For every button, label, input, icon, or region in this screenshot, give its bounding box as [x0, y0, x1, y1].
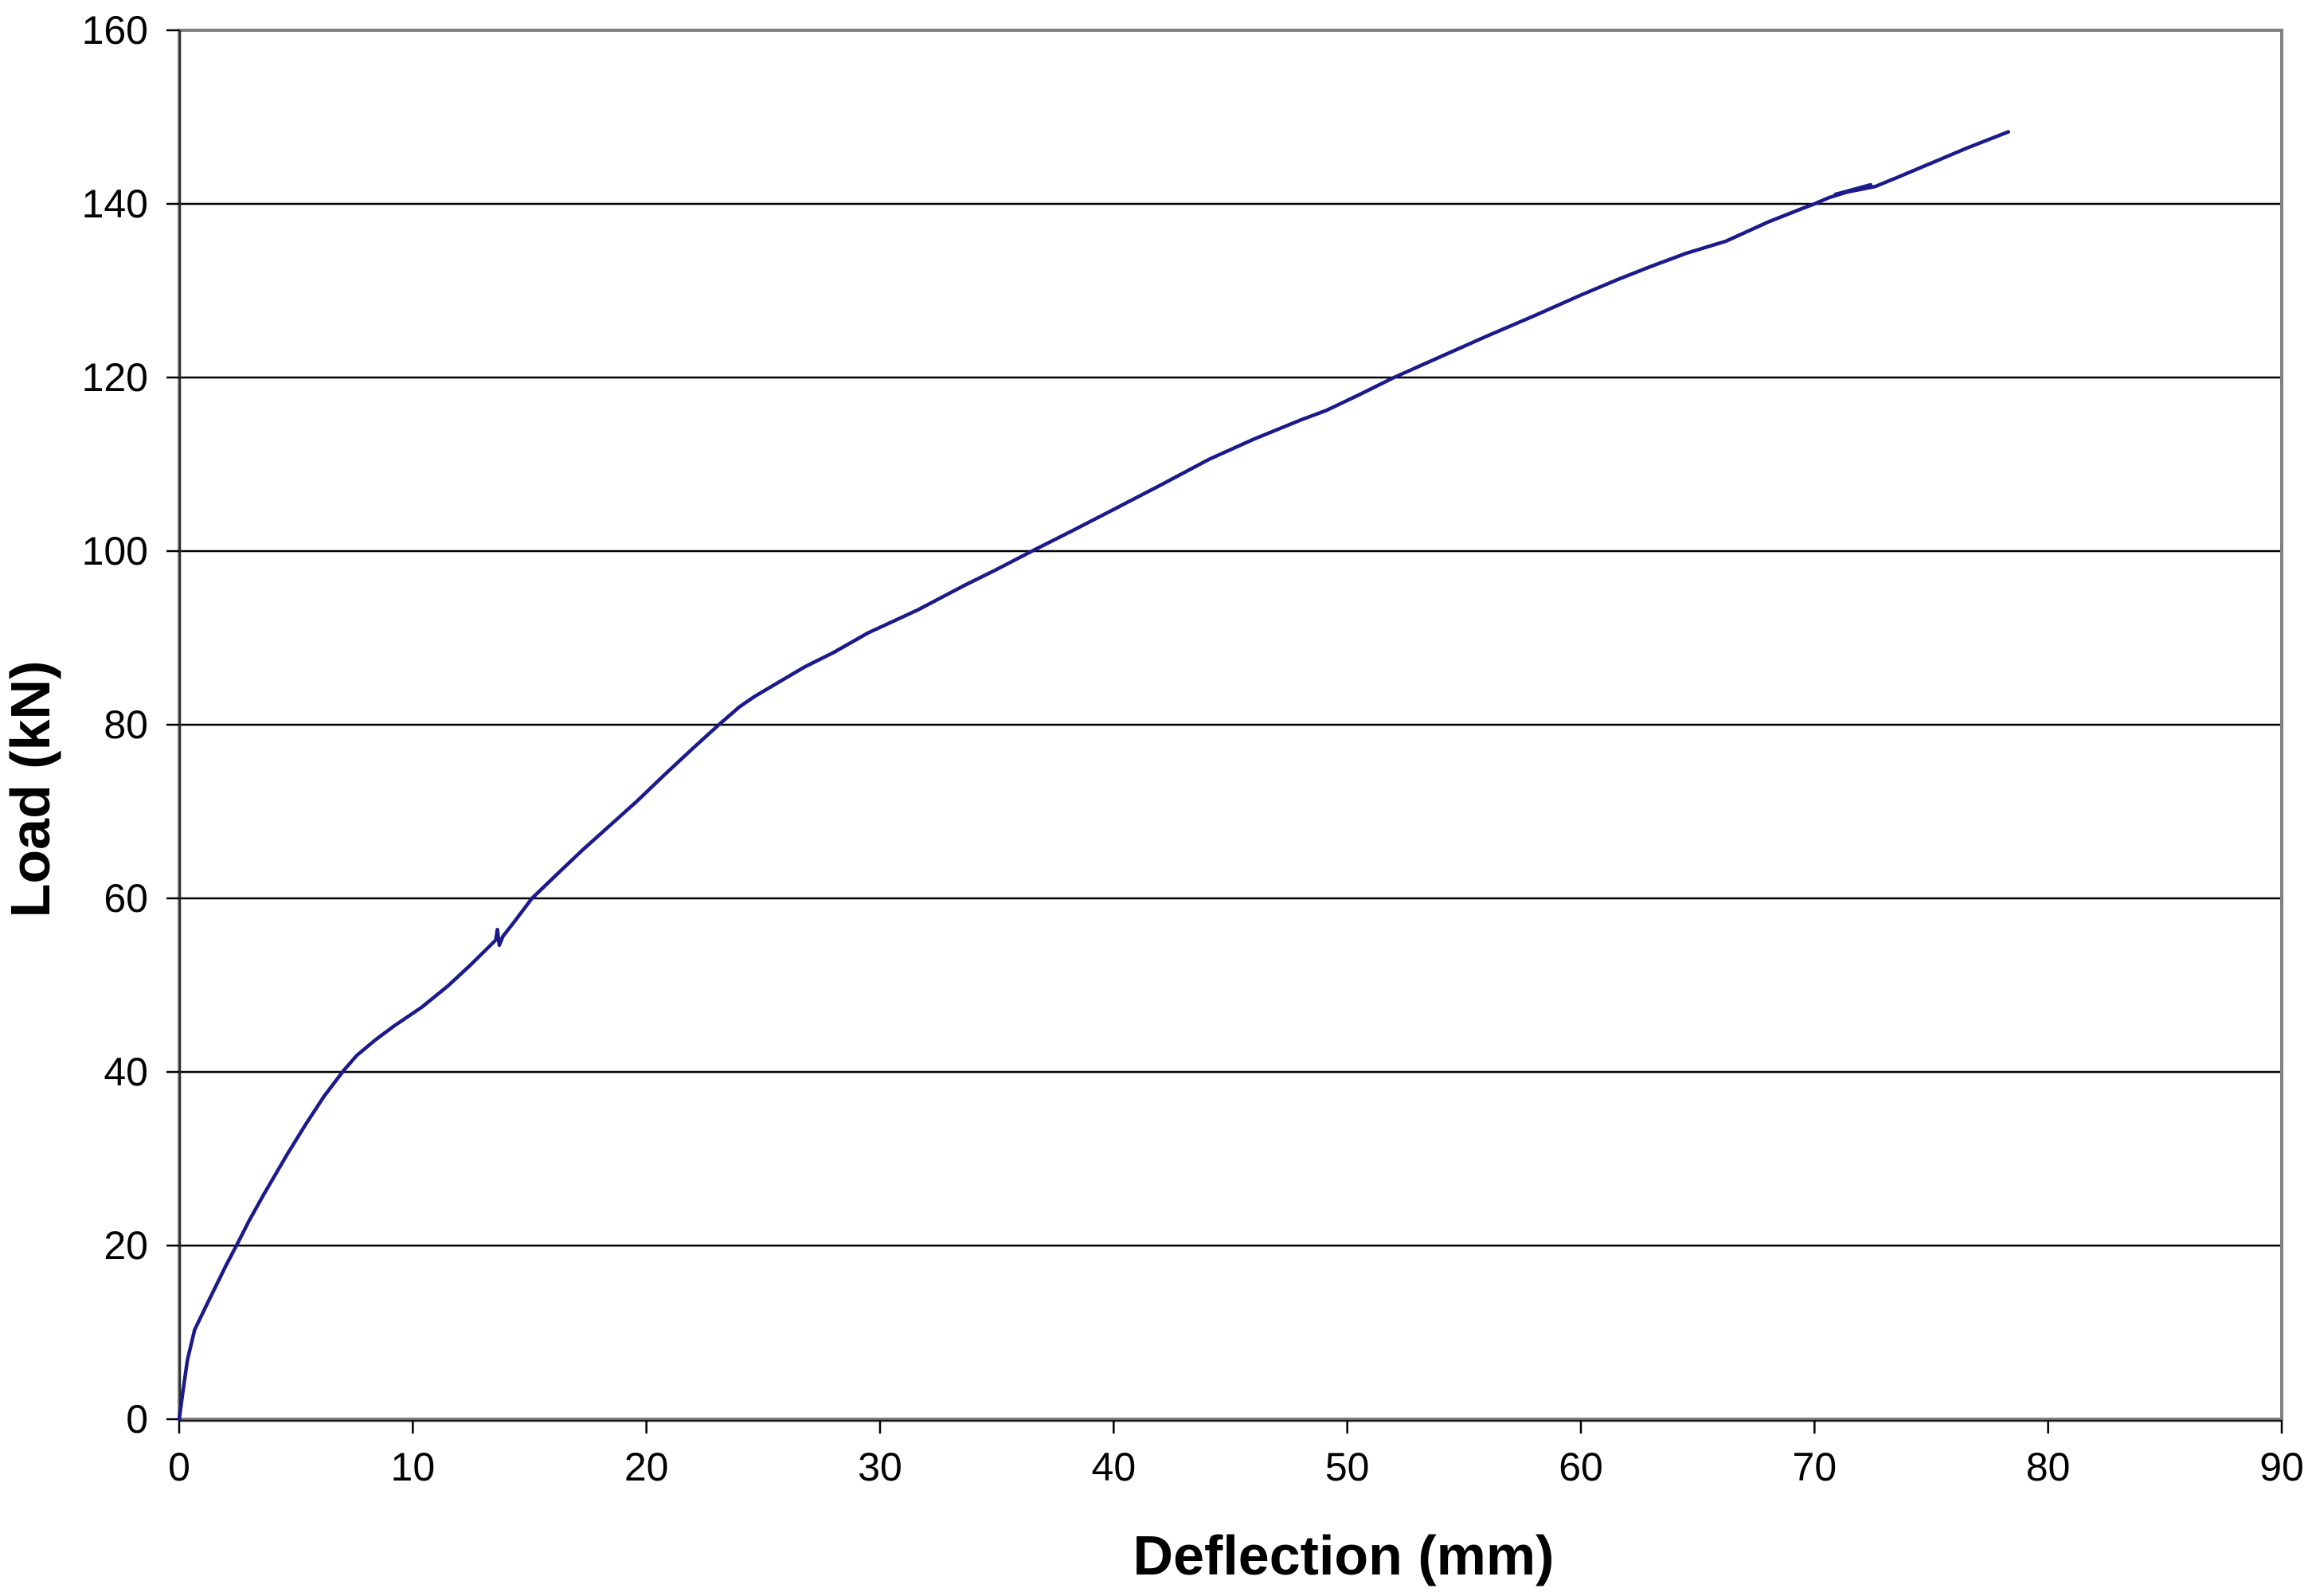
x-axis-tick-labels: 0 10 20 30 40 50 60 70 80 90 — [168, 1445, 2304, 1489]
y-tick-label-20: 20 — [104, 1223, 148, 1268]
x-tick-label-20: 20 — [624, 1445, 669, 1489]
y-tick-label-60: 60 — [104, 876, 148, 921]
x-tick-label-10: 10 — [391, 1445, 436, 1489]
y-tick-label-120: 120 — [82, 355, 148, 400]
y-tick-label-0: 0 — [126, 1397, 148, 1441]
y-tick-label-40: 40 — [104, 1050, 148, 1094]
x-tick-label-70: 70 — [1793, 1445, 1837, 1489]
x-tick-label-30: 30 — [858, 1445, 902, 1489]
y-tick-label-140: 140 — [82, 182, 148, 226]
x-tick-label-60: 60 — [1559, 1445, 1603, 1489]
x-tick-label-90: 90 — [2259, 1445, 2304, 1489]
y-tick-label-80: 80 — [104, 702, 148, 747]
y-tick-label-100: 100 — [82, 529, 148, 573]
y-axis-title: Load (kN) — [0, 661, 61, 918]
gridlines — [179, 202, 2282, 1247]
y-axis-ticks — [166, 29, 179, 1421]
data-series-line — [177, 130, 2011, 1422]
x-tick-label-40: 40 — [1092, 1445, 1136, 1489]
x-tick-label-0: 0 — [168, 1445, 190, 1489]
x-tick-label-50: 50 — [1325, 1445, 1370, 1489]
y-tick-label-160: 160 — [82, 8, 148, 53]
y-axis-tick-labels: 0 20 40 60 80 100 120 140 160 — [82, 8, 148, 1441]
x-tick-label-80: 80 — [2026, 1445, 2071, 1489]
x-axis-ticks — [178, 1421, 2283, 1434]
x-axis-title: Deflection (mm) — [1133, 1524, 1555, 1586]
